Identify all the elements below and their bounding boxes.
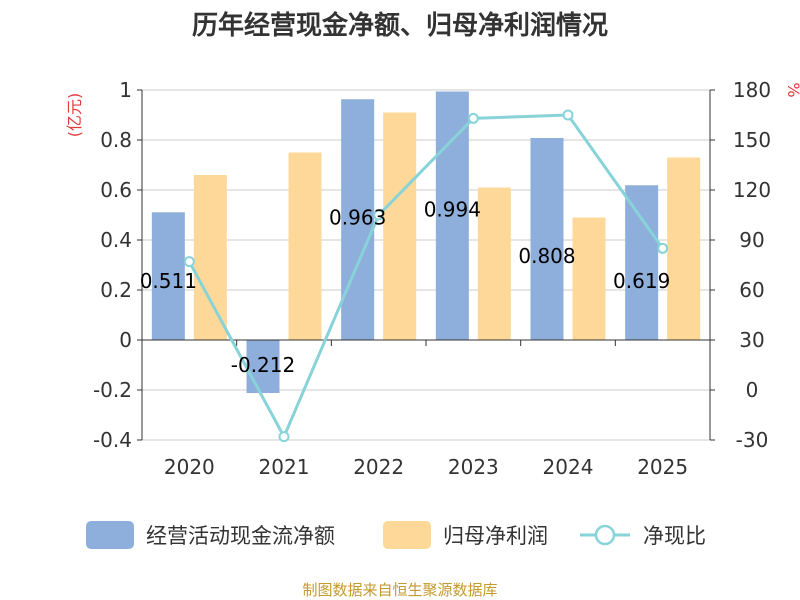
right-tick-label: 60: [739, 278, 764, 302]
cashflow-data-label: 0.994: [424, 198, 481, 222]
x-tick-label: 2024: [543, 455, 594, 479]
bars: [151, 91, 701, 393]
x-tick-label: 2021: [259, 455, 310, 479]
left-tick-label: 1: [119, 78, 132, 102]
axes: -0.4 -0.2 0 0.2 0.4 0.6 0.8 1 -30 0 30 60 90 120 150 18…: [93, 78, 771, 479]
cashflow-bar: [530, 138, 564, 340]
legend-ratio-swatch-marker: [594, 524, 616, 546]
right-tick-label: -30: [736, 428, 769, 452]
x-tick-label: 2025: [637, 455, 688, 479]
cashflow-bar: [625, 185, 659, 340]
right-tick-label: 30: [739, 328, 764, 352]
left-tick-label: -0.2: [93, 378, 132, 402]
legend-cashflow-swatch: [86, 521, 134, 549]
legend: 经营活动现金流净额 归母净利润 净现比: [86, 521, 706, 549]
left-tick-label: 0.6: [100, 178, 132, 202]
right-tick-label: 150: [733, 128, 771, 152]
chart-title: 历年经营现金净额、归母净利润情况: [192, 10, 608, 41]
cashflow-bar: [151, 212, 185, 340]
legend-net-profit-label: 归母净利润: [443, 524, 548, 548]
left-tick-label: -0.4: [93, 428, 132, 452]
source-note: 制图数据来自恒生聚源数据库: [302, 581, 497, 599]
data-labels: 0.511 -0.212 0.963 0.994 0.808 0.619: [140, 198, 671, 378]
x-tick-label: 2020: [164, 455, 215, 479]
ratio-line-point: [183, 256, 195, 268]
cashflow-data-label: 0.808: [518, 244, 575, 268]
ratio-line-point: [278, 431, 290, 443]
left-tick-label: 0.8: [100, 128, 132, 152]
net-profit-bar: [667, 157, 701, 340]
right-axis-unit: %: [784, 82, 800, 97]
cashflow-bar: [246, 340, 280, 393]
legend-net-profit-swatch: [383, 521, 431, 549]
ratio-line-point: [373, 209, 385, 221]
right-tick-label: 180: [733, 78, 771, 102]
right-tick-label: 0: [746, 378, 759, 402]
left-tick-label: 0.2: [100, 278, 132, 302]
net-profit-bar: [572, 217, 606, 340]
net-profit-bar: [288, 152, 322, 340]
net-profit-bar: [193, 175, 227, 340]
cashflow-data-label: 0.619: [613, 269, 670, 293]
right-tick-label: 120: [733, 178, 771, 202]
ratio-line-point: [657, 242, 669, 254]
net-profit-bar: [477, 187, 511, 340]
x-tick-label: 2022: [353, 455, 404, 479]
ratio-line: [183, 109, 669, 443]
right-tick-label: 90: [739, 228, 764, 252]
legend-cashflow-label: 经营活动现金流净额: [146, 524, 335, 548]
left-tick-label: 0.4: [100, 228, 132, 252]
legend-ratio-label: 净现比: [643, 524, 706, 548]
cashflow-bar: [435, 91, 469, 340]
cashflow-data-label: 0.511: [140, 269, 197, 293]
x-tick-label: 2023: [448, 455, 499, 479]
left-tick-label: 0: [119, 328, 132, 352]
grid: [142, 89, 710, 441]
cashflow-bar: [341, 99, 375, 340]
net-profit-bar: [383, 112, 417, 340]
ratio-line-path: [188, 113, 664, 441]
left-axis-unit: (亿元): [65, 93, 84, 138]
ratio-line-point: [467, 112, 479, 124]
cashflow-data-label: 0.963: [329, 205, 386, 229]
cashflow-data-label: -0.212: [231, 353, 295, 377]
ratio-line-point: [562, 109, 574, 121]
